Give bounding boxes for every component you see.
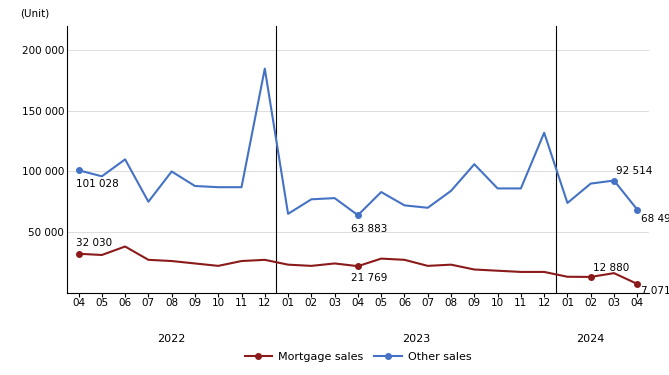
Text: 63 883: 63 883 xyxy=(351,224,387,234)
Text: 12 880: 12 880 xyxy=(593,262,630,273)
Text: 32 030: 32 030 xyxy=(76,238,112,248)
Text: 2024: 2024 xyxy=(577,334,605,344)
Text: (Unit): (Unit) xyxy=(20,8,50,18)
Text: 7 071: 7 071 xyxy=(641,286,669,296)
Text: 21 769: 21 769 xyxy=(351,273,387,283)
Text: 68 498: 68 498 xyxy=(641,214,669,225)
Legend: Mortgage sales, Other sales: Mortgage sales, Other sales xyxy=(240,348,476,367)
Text: 2023: 2023 xyxy=(402,334,430,344)
Text: 2022: 2022 xyxy=(157,334,186,344)
Text: 101 028: 101 028 xyxy=(76,179,119,189)
Text: 92 514: 92 514 xyxy=(616,166,653,176)
